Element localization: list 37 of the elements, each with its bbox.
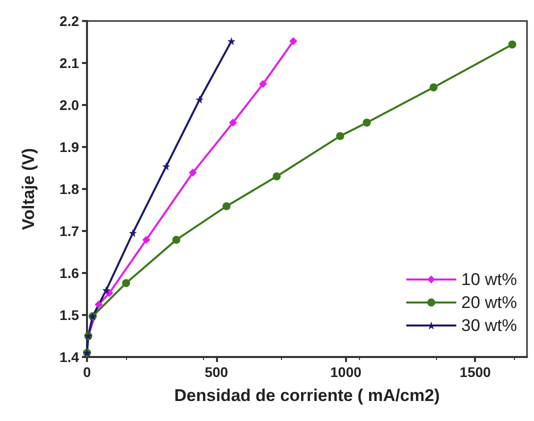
point [508,40,516,49]
point [228,118,237,127]
point [227,37,236,46]
legend-label: 20 wt% [461,293,517,312]
point [128,229,137,238]
point [196,96,204,104]
point [162,162,170,170]
point [259,80,267,88]
x-tick-label: 0 [83,364,92,380]
point [102,286,110,294]
point [430,83,438,92]
point [172,236,180,244]
y-tick-label: 1.7 [60,223,80,239]
point [122,279,130,288]
point [289,37,298,46]
point [94,300,103,308]
legend-label: 10 wt% [461,270,517,289]
point [188,168,197,177]
y-tick-label: 1.5 [60,307,80,323]
point [222,202,231,210]
y-tick-label: 2.0 [60,97,80,113]
y-tick-label: 1.9 [60,139,80,155]
x-tick-label: 1500 [460,364,492,380]
point [272,172,281,180]
x-axis-title: Densidad de corriente ( mA/cm2) [174,386,440,405]
point [362,118,371,127]
y-axis-title: Voltaje (V) [19,148,38,230]
y-tick-label: 2.2 [60,13,80,29]
point [142,236,150,244]
y-tick-label: 1.4 [60,349,80,365]
y-tick-label: 1.6 [60,265,80,281]
point [336,132,344,140]
x-tick-label: 1000 [330,364,362,380]
legend-label: 30 wt% [461,316,517,335]
y-tick-label: 2.1 [60,55,80,71]
x-tick-label: 500 [204,364,228,380]
y-tick-label: 1.8 [60,181,80,197]
